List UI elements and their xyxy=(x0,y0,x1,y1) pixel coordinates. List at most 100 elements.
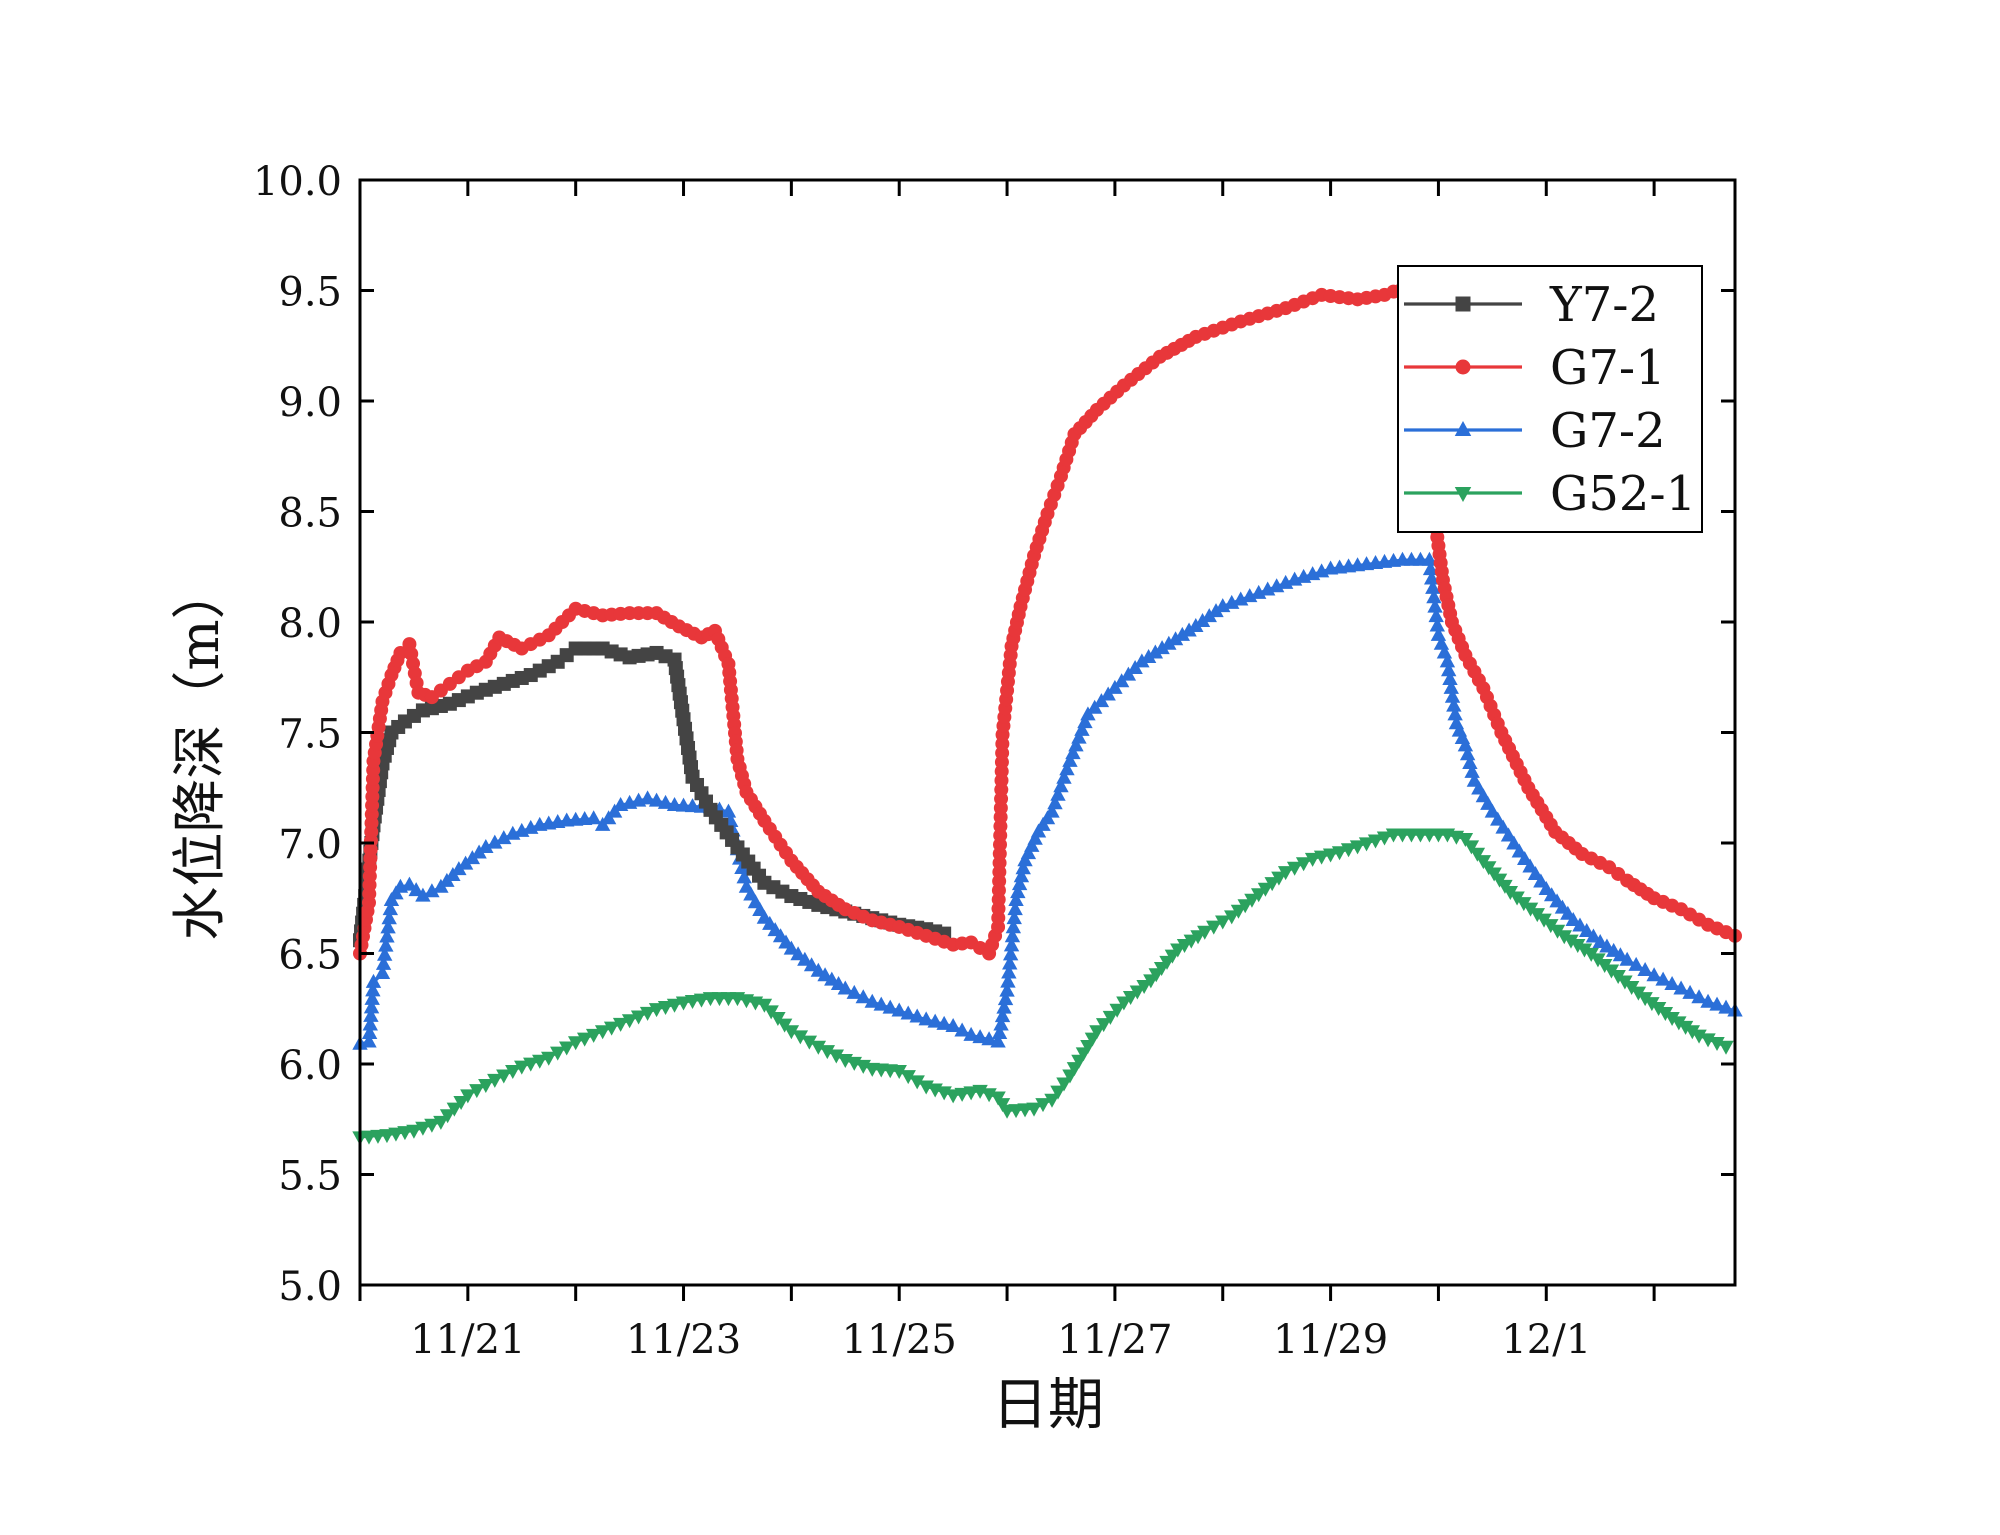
data-point xyxy=(1020,845,1037,860)
data-point xyxy=(1464,763,1480,778)
data-point xyxy=(1664,1011,1680,1026)
data-point xyxy=(1367,834,1384,849)
data-point xyxy=(1122,990,1139,1005)
data-point xyxy=(1005,919,1022,934)
data-point xyxy=(1277,866,1294,881)
data-point xyxy=(1161,635,1177,650)
data-point xyxy=(585,810,602,825)
data-point xyxy=(1095,1018,1112,1033)
data-point xyxy=(1027,830,1043,845)
data-point xyxy=(382,901,399,916)
y-tick-label: 10.0 xyxy=(253,159,342,205)
legend-item: G52-1 xyxy=(1404,466,1696,522)
data-point xyxy=(1056,1077,1072,1092)
data-point xyxy=(1650,1002,1667,1017)
data-point xyxy=(720,803,737,818)
axis-layer: 5.0 5.5 6.0 6.5 7.0 7.5 8.0 8.5 9.0 9.5 10.0 11/21 1… xyxy=(253,159,1737,1363)
data-point xyxy=(1015,860,1031,875)
x-tick-label: 11/27 xyxy=(1057,1317,1172,1363)
data-point xyxy=(684,995,701,1010)
data-point xyxy=(1671,1016,1687,1031)
data-point xyxy=(446,1102,463,1117)
data-point xyxy=(792,1030,809,1045)
data-point xyxy=(469,1084,485,1099)
data-point xyxy=(478,839,494,854)
data-point xyxy=(900,1005,916,1020)
data-point xyxy=(639,1006,656,1021)
data-point xyxy=(1429,617,1446,632)
data-point xyxy=(1463,840,1480,855)
data-point xyxy=(954,1087,970,1102)
data-point xyxy=(1644,997,1660,1012)
data-point xyxy=(1181,622,1197,637)
data-point xyxy=(1576,943,1593,958)
data-point xyxy=(954,1022,970,1037)
data-point xyxy=(801,1035,818,1050)
data-point xyxy=(1439,653,1456,668)
data-point xyxy=(1102,1010,1119,1025)
data-point xyxy=(1442,671,1458,686)
data-point xyxy=(1490,811,1506,826)
data-point xyxy=(550,1046,566,1061)
data-point xyxy=(1700,1033,1716,1048)
data-point xyxy=(1206,920,1222,935)
data-point xyxy=(1071,729,1087,744)
data-point xyxy=(1664,976,1680,991)
data-point xyxy=(1691,1029,1707,1044)
data-point xyxy=(1619,951,1635,966)
data-point xyxy=(362,1016,378,1031)
data-point xyxy=(1628,956,1644,971)
data-point xyxy=(1011,876,1028,891)
data-point xyxy=(1147,644,1164,659)
legend-box xyxy=(1397,265,1703,533)
data-point xyxy=(1044,803,1060,818)
data-point xyxy=(1224,910,1240,925)
data-point xyxy=(1556,930,1572,945)
data-point xyxy=(478,1079,494,1094)
data-point xyxy=(803,957,820,972)
data-point xyxy=(558,1041,575,1056)
data-point xyxy=(585,1028,602,1043)
data-point xyxy=(1002,955,1018,970)
data-point xyxy=(1684,1025,1701,1040)
data-point xyxy=(1718,1040,1734,1055)
data-point xyxy=(1718,999,1734,1014)
data-point xyxy=(1250,888,1267,903)
data-point xyxy=(567,1036,584,1051)
data-point xyxy=(963,1026,979,1041)
data-point xyxy=(1047,795,1063,810)
data-point xyxy=(1579,923,1595,937)
data-point xyxy=(1026,1102,1042,1117)
data-point xyxy=(1657,1007,1674,1022)
data-point xyxy=(1422,561,1439,576)
data-point xyxy=(909,1008,925,1023)
data-point xyxy=(783,1025,800,1040)
data-point xyxy=(1376,831,1393,846)
data-point xyxy=(837,980,853,995)
data-point xyxy=(991,1025,1008,1040)
y-tick-label: 6.5 xyxy=(278,933,342,979)
data-point xyxy=(1002,946,1019,961)
data-point xyxy=(810,1040,827,1055)
x-tick-label: 11/29 xyxy=(1273,1317,1388,1363)
data-point xyxy=(945,1018,961,1033)
data-point xyxy=(1053,778,1069,793)
data-point xyxy=(361,1024,378,1039)
data-point xyxy=(1691,989,1707,1004)
data-point xyxy=(1322,848,1339,863)
x-tick-label: 11/25 xyxy=(842,1317,957,1363)
data-point xyxy=(927,1013,943,1028)
data-point xyxy=(1004,928,1021,943)
data-point xyxy=(864,993,880,1008)
data-point xyxy=(408,882,424,897)
data-point xyxy=(363,1007,379,1022)
data-point xyxy=(1425,579,1441,594)
data-point xyxy=(621,1014,638,1029)
data-point xyxy=(1682,984,1698,999)
data-point xyxy=(603,1021,620,1036)
data-point xyxy=(1506,835,1522,850)
data-point xyxy=(439,1109,456,1124)
data-point xyxy=(1428,608,1444,623)
legend-label: G52-1 xyxy=(1550,466,1696,522)
data-point xyxy=(496,1069,512,1084)
